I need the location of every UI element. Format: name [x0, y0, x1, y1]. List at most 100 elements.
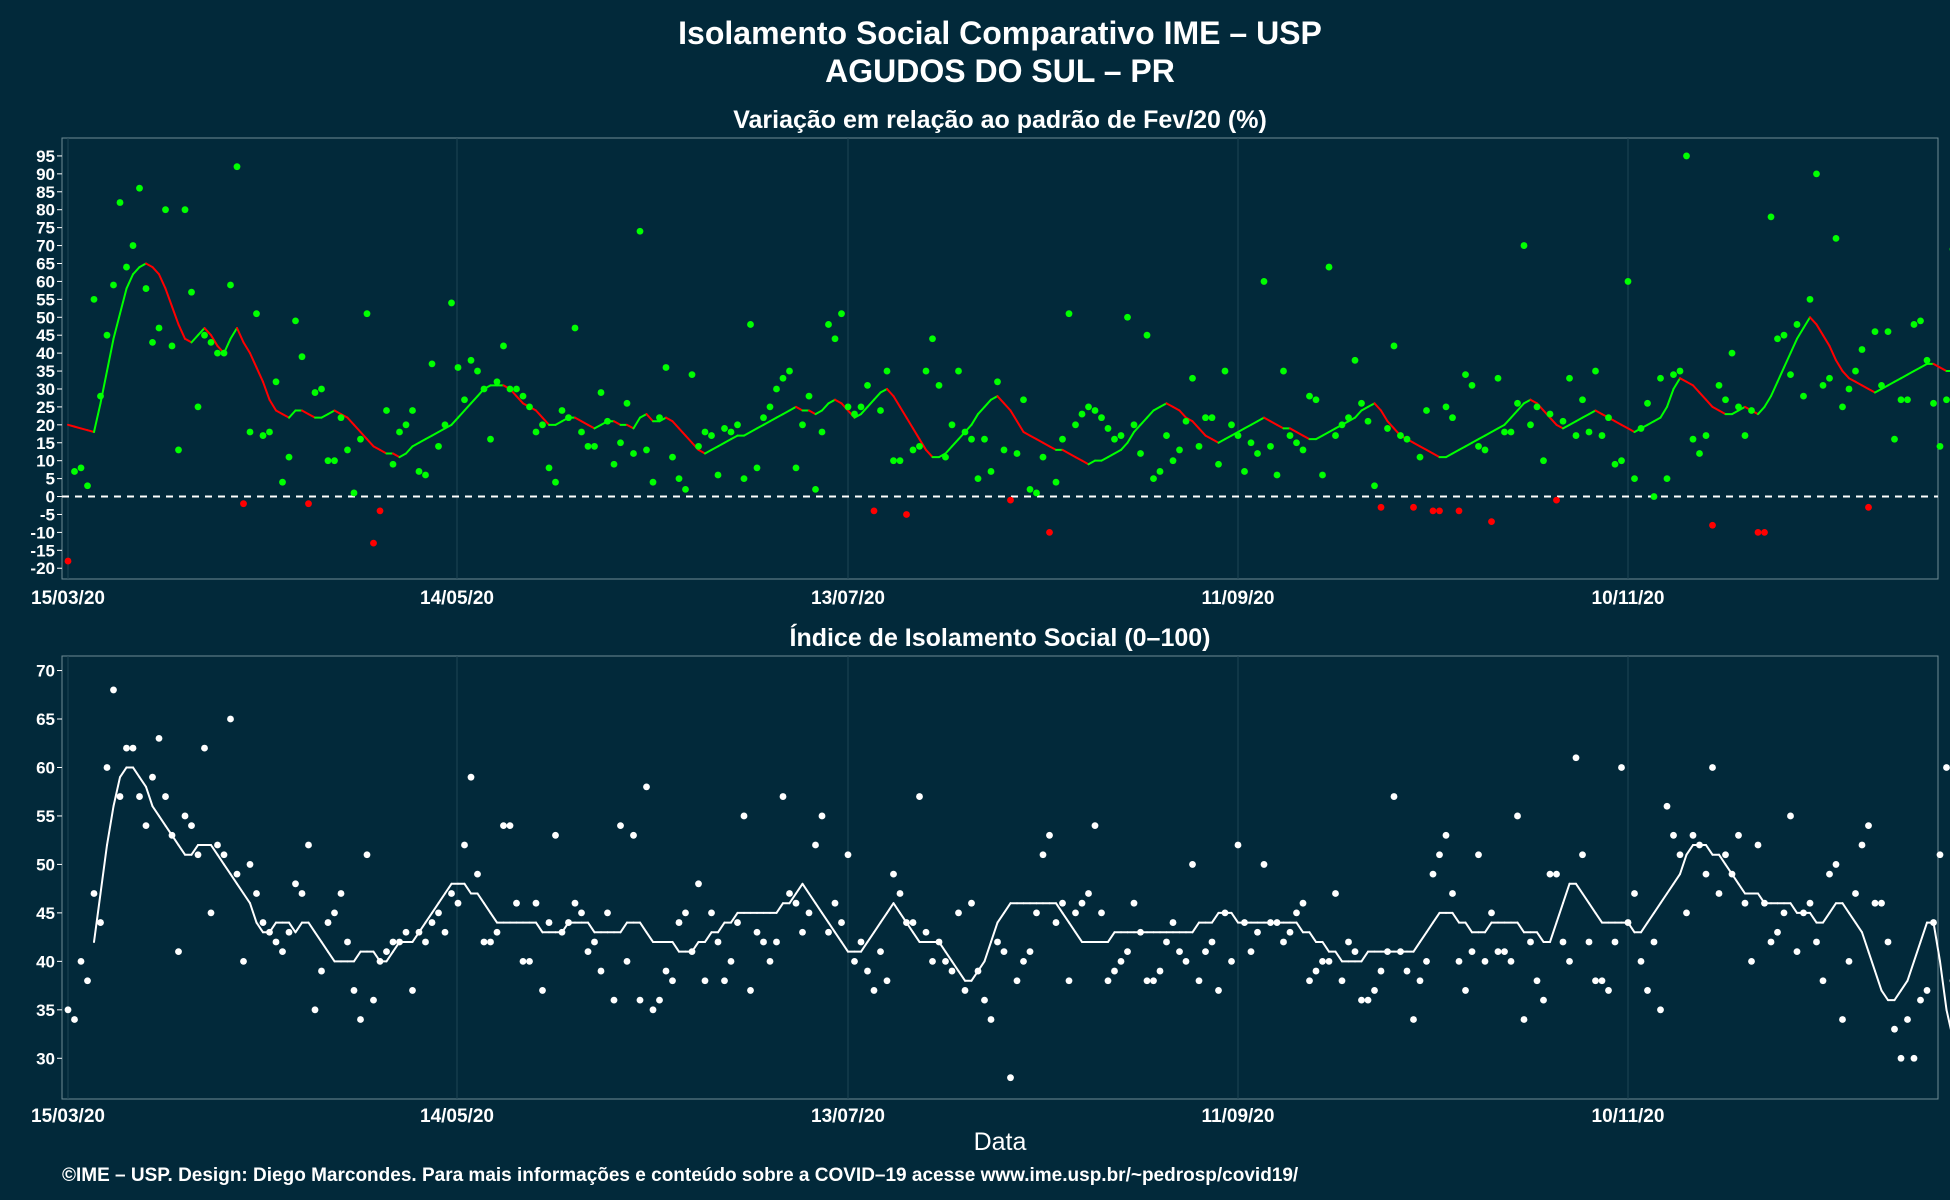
- moving-average-segment: [1503, 416, 1512, 426]
- daily-point: [363, 851, 371, 859]
- daily-point: [883, 367, 891, 375]
- daily-point: [1644, 987, 1651, 994]
- daily-point: [1039, 851, 1047, 859]
- daily-point: [1637, 425, 1645, 432]
- daily-point: [1286, 928, 1294, 936]
- daily-point: [116, 199, 124, 206]
- daily-point: [136, 184, 143, 192]
- daily-point: [214, 349, 221, 357]
- moving-average-segment: [892, 395, 901, 408]
- moving-average-segment: [431, 902, 440, 914]
- daily-point: [428, 919, 436, 926]
- daily-point: [786, 890, 793, 897]
- moving-average-segment: [132, 266, 141, 276]
- daily-point: [461, 841, 468, 849]
- moving-average-segment: [489, 911, 498, 924]
- daily-point: [1312, 396, 1320, 404]
- daily-point: [1579, 851, 1586, 859]
- daily-point: [181, 812, 189, 820]
- moving-average-segment: [593, 423, 602, 430]
- daily-point: [1208, 938, 1216, 946]
- daily-point: [454, 899, 462, 907]
- daily-point: [376, 507, 384, 515]
- daily-point: [246, 428, 254, 436]
- moving-average-segment: [229, 873, 238, 885]
- daily-point: [714, 471, 722, 479]
- y-tick-label: 55: [36, 290, 55, 309]
- y-tick-label: 25: [36, 398, 55, 417]
- daily-point: [1182, 957, 1190, 965]
- moving-average-segment: [1198, 427, 1207, 437]
- moving-average-segment: [1074, 456, 1083, 462]
- daily-point: [1748, 957, 1755, 965]
- daily-point: [929, 335, 936, 343]
- daily-point: [994, 938, 1001, 946]
- daily-point: [883, 977, 891, 985]
- moving-average-segment: [1133, 423, 1142, 433]
- moving-average-segment: [151, 266, 160, 276]
- daily-point: [1631, 475, 1638, 483]
- daily-point: [1228, 957, 1235, 965]
- moving-average-segment: [1451, 448, 1460, 455]
- daily-point: [1806, 899, 1814, 907]
- moving-average-segment: [1848, 377, 1857, 383]
- moving-average-segment: [483, 902, 492, 914]
- daily-point: [844, 851, 852, 859]
- daily-point: [1780, 331, 1788, 339]
- daily-point: [1897, 396, 1905, 404]
- moving-average-segment: [1549, 921, 1558, 943]
- moving-average-segment: [808, 892, 817, 905]
- moving-average-segment: [808, 409, 817, 416]
- daily-point: [935, 938, 943, 946]
- daily-point: [1780, 909, 1788, 917]
- moving-average-segment: [1841, 370, 1850, 380]
- daily-point: [1468, 948, 1476, 956]
- moving-average-segment: [541, 416, 550, 426]
- daily-point: [220, 349, 228, 357]
- daily-point: [597, 389, 605, 396]
- daily-point: [441, 421, 449, 429]
- daily-point: [1546, 410, 1554, 418]
- daily-point: [513, 385, 520, 393]
- daily-point: [1689, 831, 1697, 839]
- daily-point: [175, 948, 182, 956]
- moving-average-segment: [1458, 445, 1467, 451]
- daily-point: [1338, 977, 1346, 985]
- daily-point: [1533, 977, 1541, 985]
- daily-point: [1351, 948, 1359, 956]
- daily-point: [201, 744, 208, 752]
- moving-average-segment: [1321, 940, 1330, 953]
- daily-point: [877, 948, 884, 956]
- daily-point: [1585, 938, 1593, 946]
- moving-average-segment: [1003, 902, 1012, 914]
- y-tick-label: 40: [36, 344, 55, 363]
- daily-point: [214, 841, 221, 849]
- daily-point: [168, 831, 176, 839]
- daily-point: [103, 764, 111, 771]
- daily-point: [1254, 450, 1261, 457]
- daily-point: [253, 890, 260, 897]
- moving-average-segment: [1061, 448, 1070, 455]
- moving-average-segment: [645, 413, 654, 423]
- y-tick-label: 30: [36, 380, 55, 399]
- daily-point: [656, 414, 663, 422]
- daily-point: [565, 414, 572, 422]
- y-tick-label: 70: [36, 237, 55, 256]
- daily-point: [1540, 996, 1547, 1004]
- daily-point: [389, 938, 397, 946]
- daily-point: [71, 468, 78, 475]
- daily-point: [207, 338, 215, 346]
- moving-average-segment: [242, 892, 251, 905]
- daily-point: [623, 399, 631, 407]
- daily-point: [753, 928, 761, 936]
- daily-point: [1572, 432, 1580, 439]
- daily-point: [526, 403, 533, 411]
- daily-point: [1195, 442, 1203, 450]
- daily-point: [285, 928, 293, 936]
- moving-average-segment: [1705, 398, 1714, 408]
- daily-point: [1462, 371, 1469, 379]
- moving-average-segment: [1906, 960, 1915, 982]
- moving-average-segment: [1919, 921, 1928, 943]
- daily-point: [500, 342, 507, 350]
